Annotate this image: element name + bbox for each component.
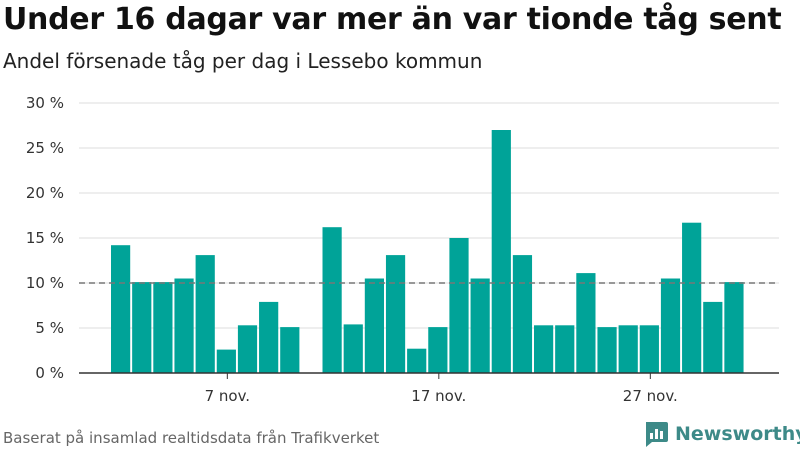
bar xyxy=(343,324,363,373)
bar xyxy=(470,278,490,373)
bar xyxy=(534,325,554,373)
y-tick-label: 5 % xyxy=(35,319,64,337)
brand-name: Newsworthy xyxy=(675,423,800,445)
bar xyxy=(259,301,279,373)
y-tick-label: 10 % xyxy=(26,274,64,292)
y-axis-ticks: 0 % 5 % 10 % 15 % 20 % 25 % 30 % xyxy=(26,94,64,382)
newsworthy-logo-icon xyxy=(646,422,668,447)
x-tick-label: 7 nov. xyxy=(205,387,250,405)
y-tick-label: 0 % xyxy=(35,364,64,382)
y-tick-label: 15 % xyxy=(26,229,64,247)
bar xyxy=(576,273,596,373)
x-tick-label: 17 nov. xyxy=(411,387,466,405)
bar xyxy=(111,245,131,373)
bar xyxy=(385,255,406,373)
bar xyxy=(153,282,173,373)
bar xyxy=(216,349,236,373)
bar xyxy=(639,325,659,373)
bar xyxy=(618,325,638,373)
brand-logo[interactable]: Newsworthy xyxy=(643,420,800,448)
x-tick-label: 27 nov. xyxy=(623,387,678,405)
chart-subtitle: Andel försenade tåg per dag i Lessebo ko… xyxy=(3,49,483,73)
y-tick-label: 25 % xyxy=(26,139,64,157)
bar xyxy=(724,282,744,373)
bar xyxy=(703,301,723,373)
bar xyxy=(555,325,575,373)
bar xyxy=(132,282,152,373)
bars xyxy=(111,130,744,373)
bar xyxy=(322,227,342,373)
bar xyxy=(407,348,427,373)
bar xyxy=(449,238,469,373)
x-axis-ticks: 7 nov. 17 nov. 27 nov. xyxy=(205,373,678,405)
bar xyxy=(237,325,258,373)
source-note: Baserat på insamlad realtidsdata från Tr… xyxy=(3,429,380,447)
bar xyxy=(512,255,533,373)
bar xyxy=(364,278,384,373)
y-tick-label: 30 % xyxy=(26,94,64,112)
bar xyxy=(174,278,194,373)
bar xyxy=(280,327,300,373)
bar xyxy=(682,222,702,373)
bar xyxy=(491,130,511,373)
bar-chart: 0 % 5 % 10 % 15 % 20 % 25 % 30 % 7 nov. 17 nov.… xyxy=(26,94,779,405)
chart-title: Under 16 dagar var mer än var tionde tåg… xyxy=(3,2,782,37)
bar xyxy=(195,255,215,373)
y-tick-label: 20 % xyxy=(26,184,64,202)
bar xyxy=(660,278,681,373)
bar xyxy=(597,327,617,373)
bar xyxy=(428,327,448,373)
